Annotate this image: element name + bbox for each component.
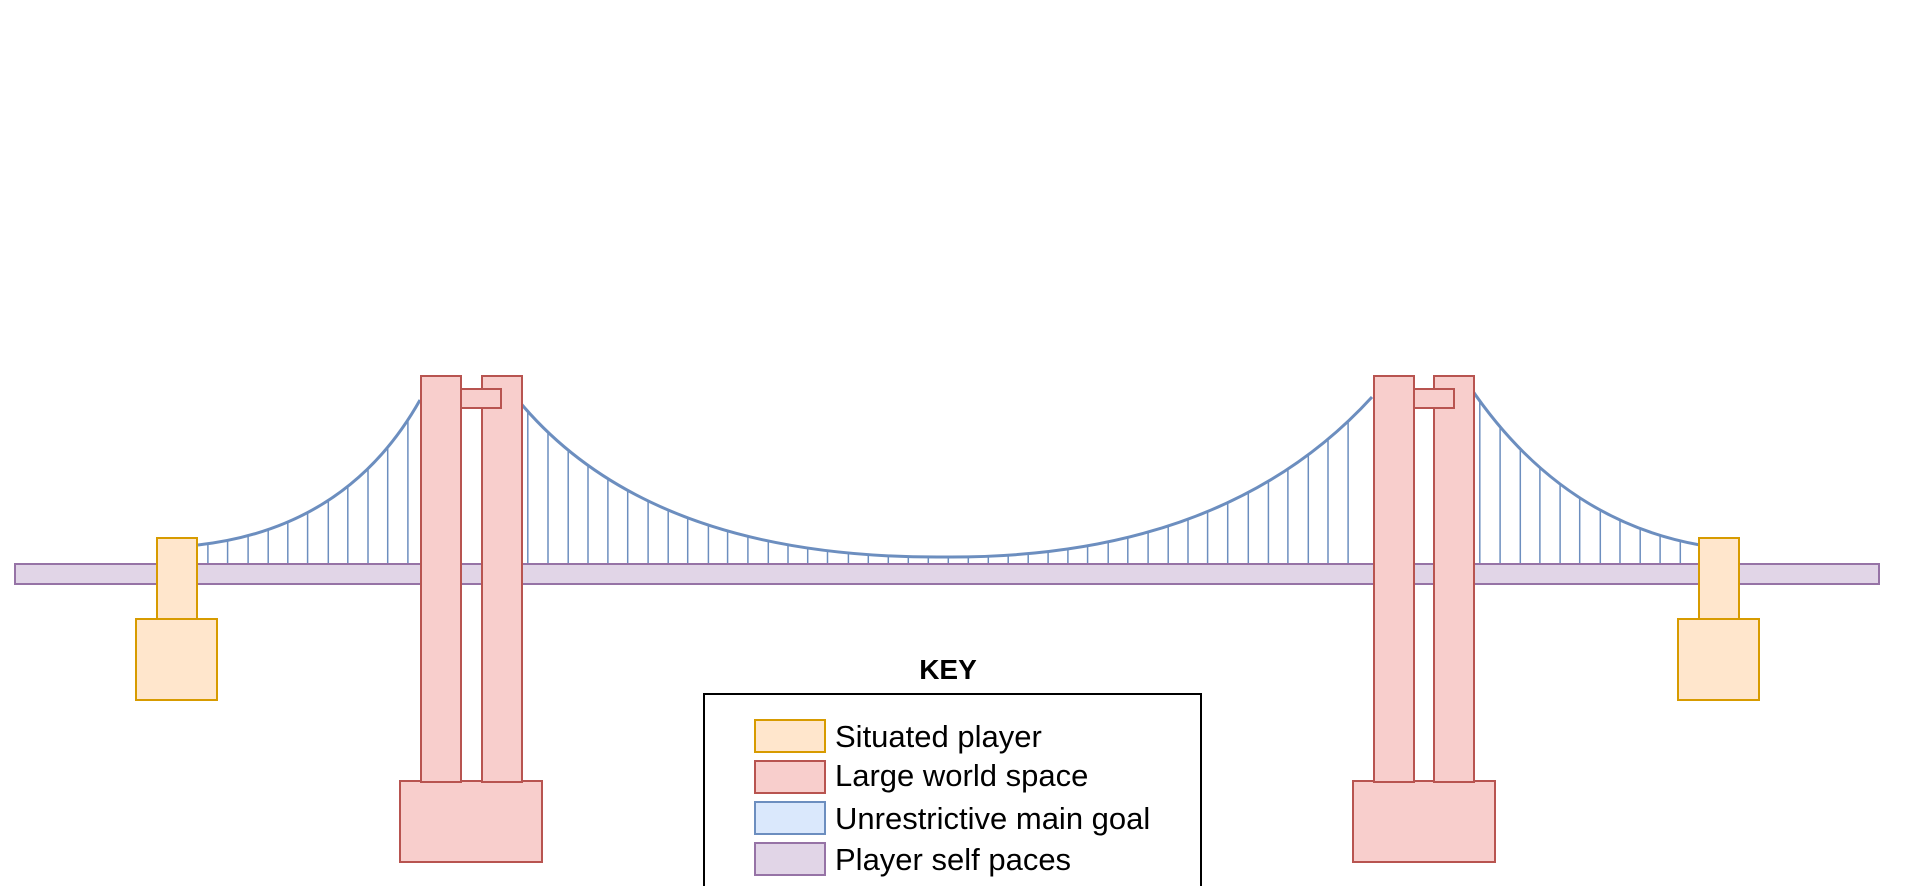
bridge-deck	[14, 563, 1880, 585]
legend-swatch-unrestrictive-main-goal	[754, 801, 826, 835]
left-tower-leg-inner	[481, 375, 523, 783]
left-anchorage-base	[135, 618, 218, 701]
right-anchorage-base	[1677, 618, 1760, 701]
left-tower-leg-outer	[420, 375, 462, 783]
legend-label-unrestrictive-main-goal: Unrestrictive main goal	[835, 801, 1150, 836]
left-side-cable	[197, 399, 422, 547]
right-anchorage-post	[1698, 537, 1740, 621]
right-tower-crossbeam	[1413, 388, 1455, 409]
legend-label-situated-player: Situated player	[835, 719, 1042, 754]
legend-swatch-situated-player	[754, 719, 826, 753]
towers	[399, 375, 1496, 863]
legend-swatch-player-self-paces	[754, 842, 826, 876]
legend-swatch-large-world-space	[754, 760, 826, 794]
legend-title: KEY	[919, 654, 977, 685]
legend-label-large-world-space: Large world space	[835, 758, 1088, 793]
right-tower-footing	[1352, 780, 1496, 863]
left-tower-footing	[399, 780, 543, 863]
anchorages	[135, 537, 1760, 701]
main-cables	[197, 386, 1701, 559]
right-tower-leg-inner	[1433, 375, 1475, 783]
legend: KEY Situated player Large world space Un…	[703, 654, 1202, 886]
right-side-cable	[1468, 386, 1701, 547]
suspender-hangers	[207, 400, 1682, 564]
legend-label-player-self-paces: Player self paces	[835, 842, 1071, 877]
left-anchorage-post	[156, 537, 198, 621]
center-span-cable	[516, 395, 1374, 559]
left-tower-crossbeam	[460, 388, 502, 409]
right-tower-leg-outer	[1373, 375, 1415, 783]
